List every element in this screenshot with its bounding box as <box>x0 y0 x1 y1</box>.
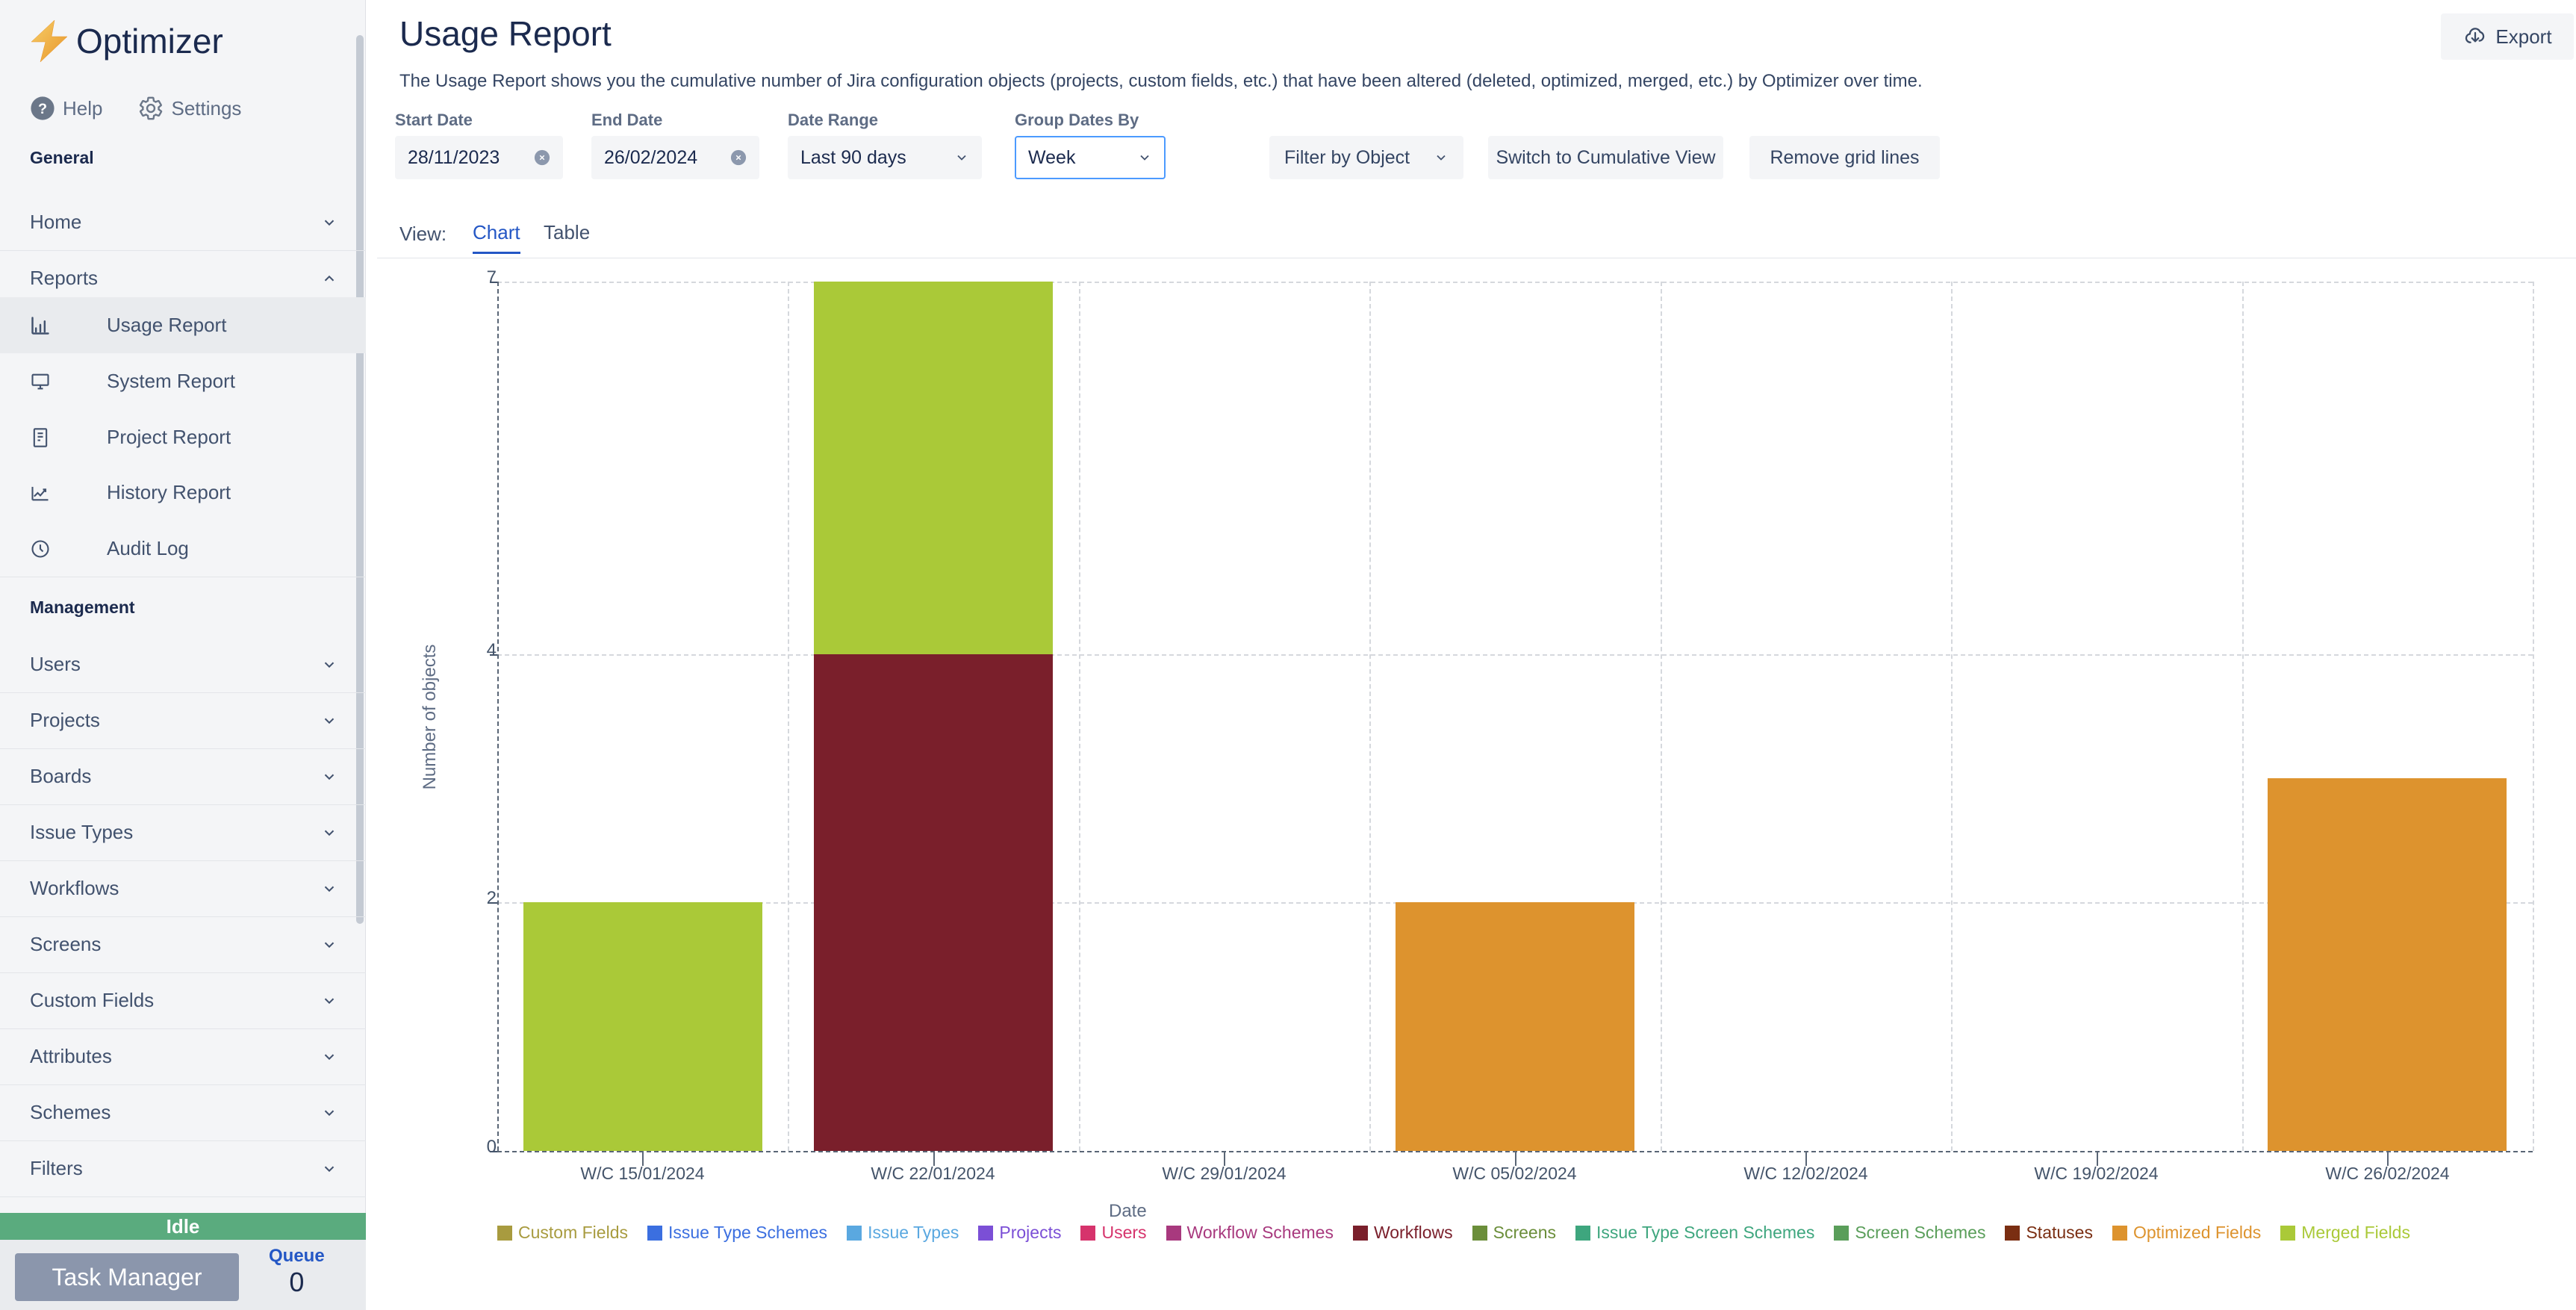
svg-text:?: ? <box>38 101 47 117</box>
